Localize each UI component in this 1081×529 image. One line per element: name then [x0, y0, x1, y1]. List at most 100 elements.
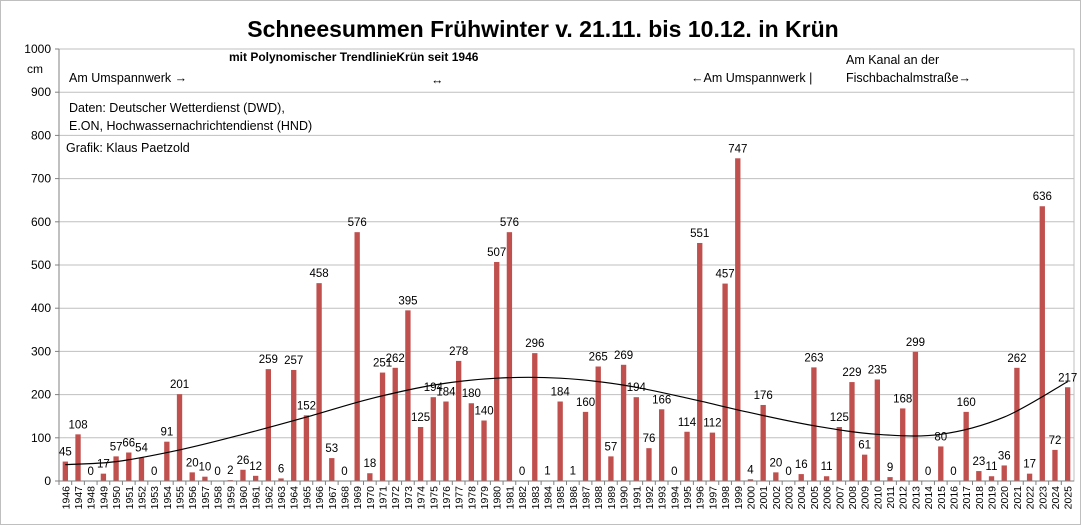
data-label: 263 — [804, 352, 823, 364]
y-tick-label: 200 — [31, 388, 51, 402]
data-label: 262 — [1007, 353, 1026, 365]
x-tick-label: 1983 — [530, 486, 542, 510]
bar — [989, 476, 994, 481]
bar — [596, 367, 601, 481]
x-tick-label: 2007 — [834, 486, 846, 510]
bar — [583, 412, 588, 481]
data-label: 458 — [310, 268, 329, 280]
bar — [837, 427, 842, 481]
bar — [126, 452, 131, 481]
bar — [367, 473, 372, 481]
bar — [799, 474, 804, 481]
x-tick-label: 1960 — [238, 486, 250, 510]
bar — [824, 476, 829, 481]
y-tick-label: 800 — [31, 128, 51, 142]
y-tick-label: 500 — [31, 258, 51, 272]
bar — [75, 434, 80, 481]
y-tick-label: 400 — [31, 301, 51, 315]
data-label: 45 — [59, 447, 72, 459]
bar — [1052, 450, 1057, 481]
data-label: 54 — [135, 443, 148, 455]
data-label: 6 — [278, 463, 284, 475]
bar — [887, 477, 892, 481]
data-label: 112 — [703, 418, 721, 430]
bar — [507, 232, 512, 481]
data-label: 262 — [386, 353, 405, 365]
data-label: 10 — [199, 462, 212, 474]
bar — [697, 243, 702, 481]
bar — [913, 352, 918, 481]
bar — [101, 474, 106, 481]
x-tick-label: 2009 — [860, 486, 872, 510]
x-tick-label: 1990 — [619, 486, 631, 510]
data-label: 0 — [214, 466, 220, 478]
data-label: 0 — [519, 466, 525, 478]
y-tick-label: 300 — [31, 344, 51, 358]
bar — [621, 365, 626, 481]
x-tick-label: 1994 — [669, 486, 681, 510]
data-label: 125 — [411, 412, 430, 424]
y-axis-label: cm — [27, 62, 43, 76]
x-tick-label: 2016 — [948, 486, 960, 510]
data-label: 0 — [341, 466, 347, 478]
data-label: 395 — [398, 295, 417, 307]
data-label: 194 — [627, 382, 647, 394]
x-tick-label: 1991 — [631, 486, 643, 510]
y-tick-label: 100 — [31, 431, 51, 445]
x-tick-label: 1996 — [695, 486, 707, 510]
data-label: 76 — [643, 433, 656, 445]
data-label: 299 — [906, 337, 925, 349]
data-label: 57 — [110, 441, 123, 453]
data-label: 1 — [544, 466, 550, 478]
annotation-credit: Grafik: Klaus Paetzold — [66, 141, 190, 155]
x-tick-label: 1964 — [289, 486, 301, 510]
data-label: 20 — [186, 457, 199, 469]
bar — [202, 477, 207, 481]
data-label: 176 — [754, 390, 773, 402]
x-tick-label: 2010 — [872, 486, 884, 510]
data-label: 114 — [678, 417, 697, 429]
annotation-station2: ←Am Umspannwerk | — [691, 71, 812, 85]
data-label: 235 — [868, 364, 887, 376]
data-label: 0 — [785, 466, 791, 478]
x-tick-label: 1977 — [454, 486, 466, 510]
chart-subtitle: mit Polynomischer TrendlinieKrün seit 19… — [229, 50, 479, 64]
x-tick-label: 1968 — [339, 486, 351, 510]
x-tick-label: 1966 — [314, 486, 326, 510]
data-label: 217 — [1058, 372, 1077, 384]
x-tick-label: 2001 — [758, 486, 770, 510]
x-tick-label: 2014 — [923, 486, 935, 510]
x-tick-label: 1961 — [251, 486, 263, 510]
annotation-station1: Am Umspannwerk → — [69, 71, 187, 85]
x-tick-label: 1981 — [504, 486, 516, 510]
bar — [634, 397, 639, 481]
x-tick-label: 1979 — [479, 486, 491, 510]
bar — [938, 446, 943, 481]
x-tick-label: 2003 — [784, 486, 796, 510]
x-tick-label: 1950 — [111, 486, 123, 510]
bar — [1002, 465, 1007, 481]
x-tick-label: 1974 — [416, 486, 428, 510]
bar — [557, 402, 562, 481]
data-label: 269 — [614, 350, 633, 362]
data-label: 296 — [525, 338, 544, 350]
bar — [811, 367, 816, 481]
bar — [963, 412, 968, 481]
data-label: 160 — [576, 397, 595, 409]
data-label: 26 — [237, 455, 250, 467]
bar — [405, 310, 410, 481]
data-label: 168 — [893, 393, 912, 405]
data-label: 57 — [605, 441, 618, 453]
x-tick-label: 1962 — [263, 486, 275, 510]
bar — [684, 432, 689, 481]
data-label: 184 — [436, 387, 456, 399]
x-tick-label: 2021 — [1012, 486, 1024, 510]
data-label: 636 — [1033, 191, 1052, 203]
bar — [266, 369, 271, 481]
data-label: 457 — [716, 269, 735, 281]
data-label: 4 — [747, 464, 754, 476]
bar — [735, 158, 740, 481]
data-label: 23 — [972, 456, 985, 468]
x-tick-label: 2011 — [885, 486, 897, 509]
x-tick-label: 1995 — [682, 486, 694, 510]
